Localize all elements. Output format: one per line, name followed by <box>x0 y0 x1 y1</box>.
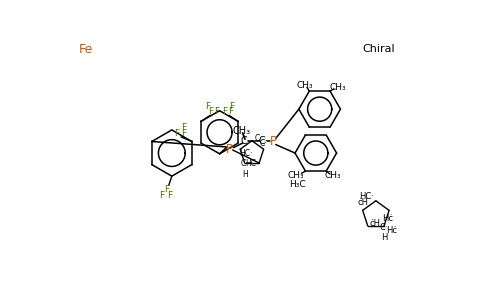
Text: CH₃: CH₃ <box>330 83 346 92</box>
Text: H₃C: H₃C <box>289 180 306 189</box>
Text: C·
H: C· H <box>380 223 388 242</box>
Text: F: F <box>164 185 169 194</box>
Text: Hċ: Hċ <box>382 214 393 223</box>
Text: HC·: HC· <box>239 148 252 158</box>
Text: C·: C· <box>240 136 250 146</box>
Text: ċH: ċH <box>357 198 368 207</box>
Text: CH₃: CH₃ <box>233 126 251 136</box>
Text: P: P <box>270 135 277 148</box>
Text: F: F <box>181 123 186 132</box>
Text: C·
H: C· H <box>241 160 248 179</box>
Text: F: F <box>205 102 211 111</box>
Text: Chiral: Chiral <box>362 44 394 54</box>
Text: Fe: Fe <box>78 43 93 56</box>
Text: ċH: ċH <box>370 219 381 228</box>
Text: Hċ: Hċ <box>386 226 397 235</box>
Text: F: F <box>174 128 179 137</box>
Text: CH₃: CH₃ <box>296 81 313 90</box>
Text: F: F <box>167 191 172 200</box>
Text: C·: C· <box>260 139 268 148</box>
Text: F: F <box>208 107 213 116</box>
Text: CH₃: CH₃ <box>324 171 341 180</box>
Text: P: P <box>226 143 233 157</box>
Text: F: F <box>159 191 165 200</box>
Text: HC·: HC· <box>245 158 258 167</box>
Text: F: F <box>181 128 186 137</box>
Text: F: F <box>229 102 234 111</box>
Text: HC·: HC· <box>359 192 374 201</box>
Text: C·: C· <box>254 134 262 143</box>
Text: F: F <box>223 107 227 116</box>
Text: F: F <box>214 107 219 116</box>
Text: F: F <box>228 107 233 116</box>
Text: CH₃: CH₃ <box>288 171 304 180</box>
Text: C·: C· <box>258 136 268 146</box>
